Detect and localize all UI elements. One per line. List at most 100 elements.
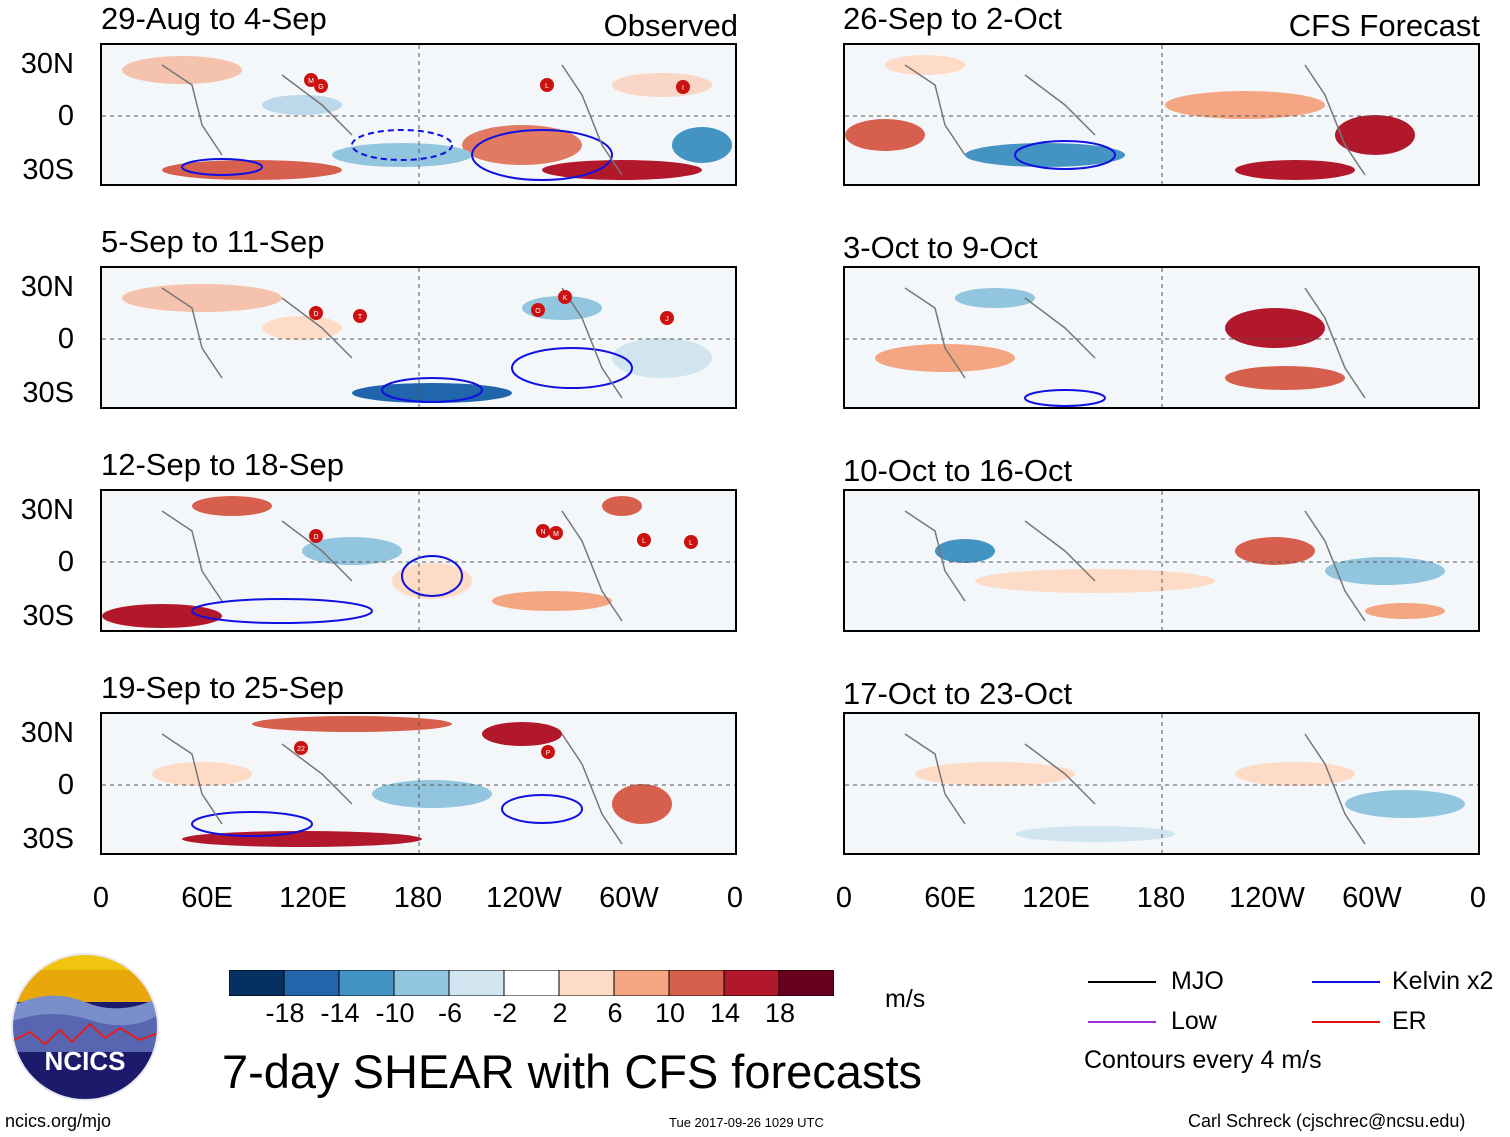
svg-text:NCICS: NCICS: [45, 1046, 126, 1076]
storm-marker: L: [637, 533, 651, 547]
panel-title: 10-Oct to 16-Oct: [843, 453, 1073, 488]
legend-label-er: ER: [1392, 1007, 1427, 1035]
storm-marker: M: [549, 526, 563, 540]
map-panel-observed-3: [100, 489, 737, 632]
colorbar-swatch: [229, 970, 285, 996]
map-panel-forecast-2: [843, 266, 1480, 409]
panel-title: 29-Aug to 4-Sep: [101, 1, 327, 36]
colorbar-swatch: [558, 970, 615, 996]
lon-label: 120W: [486, 882, 562, 914]
svg-text:22: 22: [297, 746, 305, 753]
lat-label: 30N: [20, 494, 74, 526]
storm-marker: G: [314, 79, 328, 93]
svg-text:L: L: [642, 538, 646, 545]
legend-line-kelvin: [1312, 981, 1380, 983]
lon-label: 0: [835, 882, 853, 914]
panel-title: 26-Sep to 2-Oct: [843, 1, 1062, 36]
colorbar-swatch: [613, 970, 670, 996]
colorbar-tick: -18: [265, 998, 305, 1028]
panel-title: 3-Oct to 9-Oct: [843, 230, 1038, 265]
panel-title: 17-Oct to 23-Oct: [843, 676, 1073, 711]
map-panel-forecast-4: [843, 712, 1480, 855]
lon-label: 180: [393, 882, 443, 914]
ncics-logo: NCICS: [11, 953, 159, 1101]
colorbar-tick: -6: [437, 998, 462, 1028]
storm-marker: 22: [294, 741, 308, 755]
storm-marker: I: [676, 80, 690, 94]
main-title: 7-day SHEAR with CFS forecasts: [222, 1045, 922, 1098]
legend-line-low: [1088, 1021, 1156, 1023]
map-panel-forecast-3: [843, 489, 1480, 632]
colorbar-swatch: [723, 970, 780, 996]
colorbar-tick: 10: [654, 998, 686, 1028]
svg-text:M: M: [553, 531, 559, 538]
lat-label: 0: [57, 323, 74, 355]
svg-text:J: J: [665, 316, 669, 323]
colorbar-tick: 14: [709, 998, 741, 1028]
shear-map: [102, 268, 735, 407]
colorbar-swatch: [393, 970, 450, 996]
lat-label: 30S: [22, 154, 74, 186]
lat-label: 0: [57, 100, 74, 132]
legend-line-er: [1312, 1021, 1380, 1023]
colorbar-tick: -10: [375, 998, 415, 1028]
lon-label: 60E: [181, 882, 233, 914]
shear-map: [845, 268, 1478, 407]
storm-marker: D: [309, 306, 323, 320]
storm-marker: J: [660, 311, 674, 325]
svg-text:T: T: [358, 314, 363, 321]
map-panel-observed-4: [100, 712, 737, 855]
colorbar-swatch: [778, 970, 834, 996]
panel-title: 19-Sep to 25-Sep: [101, 670, 345, 705]
footer-author: Carl Schreck (cjschrec@ncsu.edu): [1188, 1111, 1466, 1131]
colorbar-swatch: [448, 970, 505, 996]
shear-map: [845, 714, 1478, 853]
legend-line-mjo: [1088, 981, 1156, 983]
shear-map: [102, 491, 735, 630]
lat-label: 30N: [20, 717, 74, 749]
lat-label: 30N: [20, 271, 74, 303]
svg-text:K: K: [563, 295, 568, 302]
colorbar-tick: 6: [607, 998, 623, 1028]
storm-marker: T: [353, 309, 367, 323]
footer-url[interactable]: ncics.org/mjo: [5, 1111, 112, 1131]
lat-label: 30S: [22, 600, 74, 632]
storm-marker: L: [684, 535, 698, 549]
lon-label: 0: [726, 882, 744, 914]
colorbar: [229, 970, 834, 996]
legend-label-low: Low: [1171, 1007, 1217, 1035]
lat-label: 30N: [20, 48, 74, 80]
colorbar-tick: 2: [552, 998, 568, 1028]
colorbar-units: m/s: [885, 985, 926, 1013]
storm-marker: L: [540, 78, 554, 92]
lon-label: 0: [92, 882, 110, 914]
storm-marker: K: [558, 290, 572, 304]
shear-map: [102, 45, 735, 184]
storm-marker: P: [541, 745, 555, 759]
svg-text:P: P: [546, 750, 551, 757]
legend-label-kelvin: Kelvin x2: [1392, 967, 1494, 995]
svg-text:G: G: [318, 84, 323, 91]
map-panel-forecast-1: [843, 43, 1480, 186]
shear-map: [845, 45, 1478, 184]
storm-marker: N: [536, 524, 550, 538]
lat-label: 0: [57, 769, 74, 801]
svg-text:M: M: [308, 78, 314, 85]
lon-label: 180: [1136, 882, 1186, 914]
lat-label: 30S: [22, 823, 74, 855]
panel-title: 12-Sep to 18-Sep: [101, 447, 345, 482]
shear-map: [102, 714, 735, 853]
colorbar-swatch: [338, 970, 395, 996]
storm-marker: O: [531, 303, 545, 317]
svg-text:O: O: [535, 308, 541, 315]
legend-label-mjo: MJO: [1171, 967, 1224, 995]
map-panel-observed-1: [100, 43, 737, 186]
storm-marker: D: [309, 529, 323, 543]
svg-text:N: N: [540, 529, 545, 536]
colorbar-tick: -2: [492, 998, 517, 1028]
colorbar-swatch: [283, 970, 340, 996]
observed-column-label: Observed: [603, 8, 738, 43]
footer-timestamp: Tue 2017-09-26 1029 UTC: [669, 1115, 824, 1130]
panel-title: 5-Sep to 11-Sep: [101, 224, 325, 259]
colorbar-tick: -14: [320, 998, 360, 1028]
